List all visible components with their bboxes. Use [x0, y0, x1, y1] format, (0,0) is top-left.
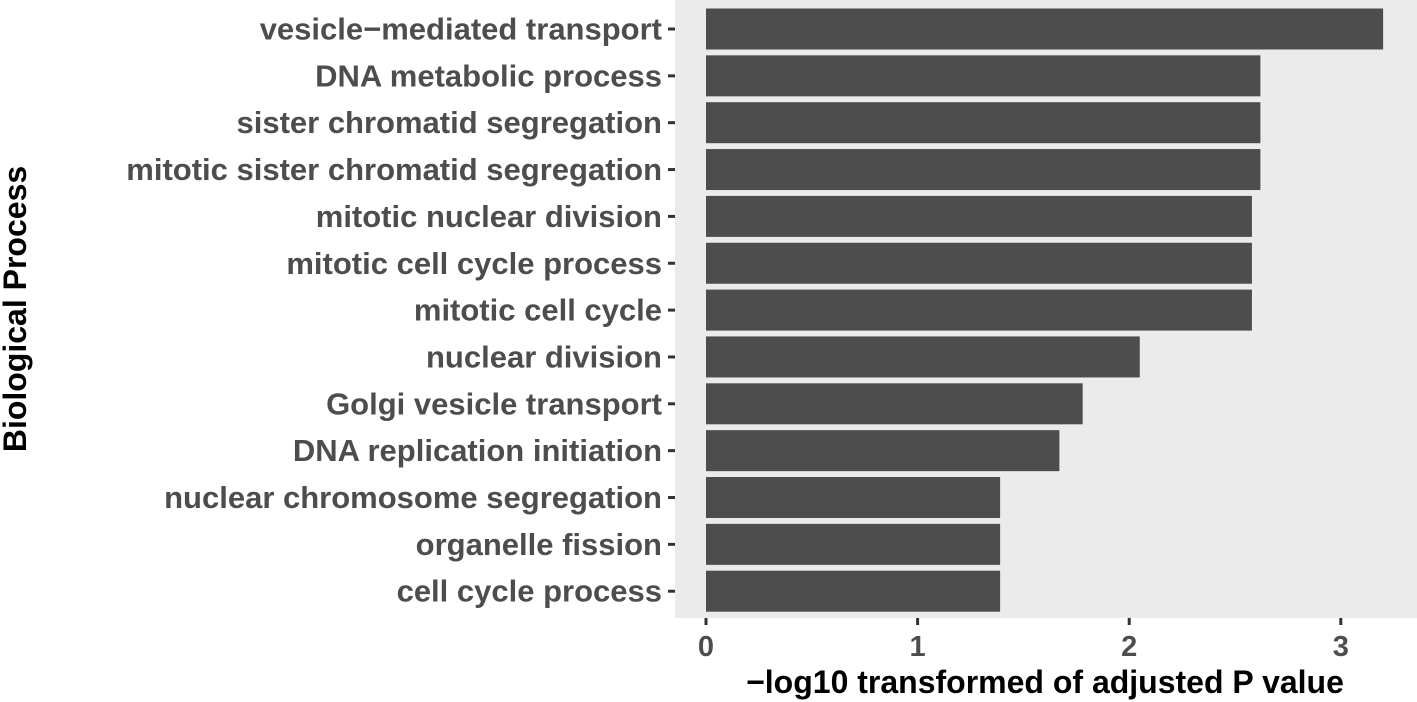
category-label: DNA replication initiation	[293, 433, 662, 468]
category-label: cell cycle process	[397, 574, 662, 609]
bar	[706, 8, 1384, 50]
bar	[706, 289, 1252, 331]
bar	[706, 383, 1083, 425]
bar	[706, 102, 1261, 144]
y-axis: vesicle−mediated transport DNA metabolic …	[126, 12, 675, 609]
bar	[706, 477, 1001, 518]
x-tick-label: 3	[1333, 631, 1349, 663]
y-axis-title: Biological Process	[0, 166, 33, 452]
x-tick-label: 0	[698, 631, 714, 663]
bar	[706, 523, 1001, 565]
x-axis: 0 1 2 3	[698, 618, 1349, 663]
bar	[706, 55, 1261, 97]
category-label: Golgi vesicle transport	[326, 386, 662, 421]
x-tick-label: 1	[910, 631, 926, 663]
x-tick-label: 2	[1121, 631, 1137, 663]
category-label: mitotic cell cycle process	[286, 246, 662, 281]
bar	[706, 149, 1261, 191]
bar	[706, 336, 1140, 378]
bar	[706, 242, 1252, 284]
category-label: nuclear chromosome segregation	[164, 480, 662, 515]
bar	[706, 570, 1001, 612]
category-label: mitotic cell cycle	[414, 293, 662, 328]
category-label: sister chromatid segregation	[236, 105, 662, 140]
bar	[706, 195, 1252, 237]
category-label: mitotic sister chromatid segregation	[126, 152, 662, 187]
category-label: vesicle−mediated transport	[260, 12, 662, 47]
category-label: organelle fission	[416, 527, 662, 562]
category-label: DNA metabolic process	[315, 58, 662, 93]
bars-group	[706, 8, 1384, 612]
category-label: mitotic nuclear division	[316, 199, 662, 234]
category-label: nuclear division	[426, 339, 662, 374]
bar	[706, 430, 1060, 472]
x-axis-title: −log10 transformed of adjusted P value	[746, 664, 1344, 700]
